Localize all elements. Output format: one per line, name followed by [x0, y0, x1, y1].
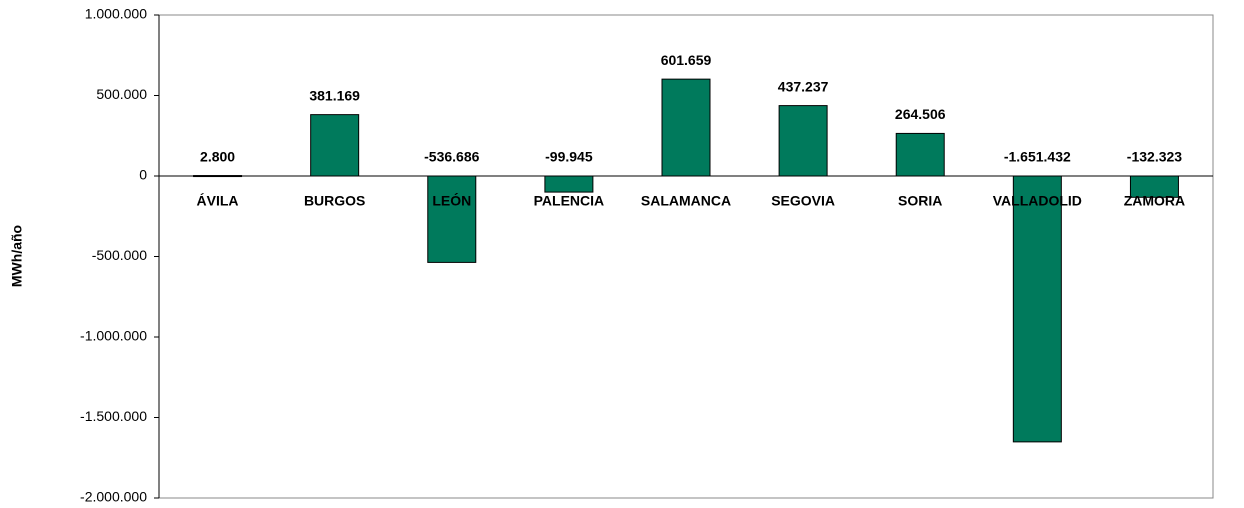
x-tick-label: SEGOVIA [771, 193, 835, 209]
value-label: 381.169 [309, 87, 360, 103]
y-tick-label: 1.000.000 [85, 6, 147, 22]
y-axis-label: MWh/año [9, 225, 25, 287]
x-tick-label: SALAMANCA [641, 193, 731, 209]
x-tick-label: ZAMORA [1124, 193, 1185, 209]
y-tick-label: 0 [139, 167, 147, 183]
bar [895, 132, 945, 177]
value-label: 2.800 [200, 148, 235, 164]
y-tick-label: -1.000.000 [80, 328, 147, 344]
x-tick-label: ÁVILA [197, 193, 239, 209]
bar [427, 175, 477, 263]
y-tick-label: -2.000.000 [80, 489, 147, 505]
bar [1129, 175, 1179, 198]
bar [310, 114, 360, 177]
bar [778, 105, 828, 177]
value-label: -99.945 [545, 149, 593, 165]
value-label: -536.686 [424, 149, 479, 165]
value-label: -1.651.432 [1004, 149, 1071, 165]
value-label: 264.506 [895, 106, 946, 122]
x-tick-label: BURGOS [304, 193, 365, 209]
bar [661, 78, 711, 177]
x-tick-label: PALENCIA [534, 193, 605, 209]
x-tick-label: LEÓN [432, 192, 471, 209]
x-tick-label: SORIA [898, 193, 942, 209]
y-tick-label: -500.000 [92, 247, 147, 263]
bar [544, 175, 594, 193]
value-label: 437.237 [778, 78, 829, 94]
value-label: -132.323 [1127, 149, 1182, 165]
y-tick-label: -1.500.000 [80, 408, 147, 424]
y-tick-label: 500.000 [96, 86, 147, 102]
bar [1012, 175, 1062, 443]
bar [193, 175, 243, 178]
x-tick-label: VALLADOLID [993, 193, 1082, 209]
value-label: 601.659 [661, 52, 712, 68]
